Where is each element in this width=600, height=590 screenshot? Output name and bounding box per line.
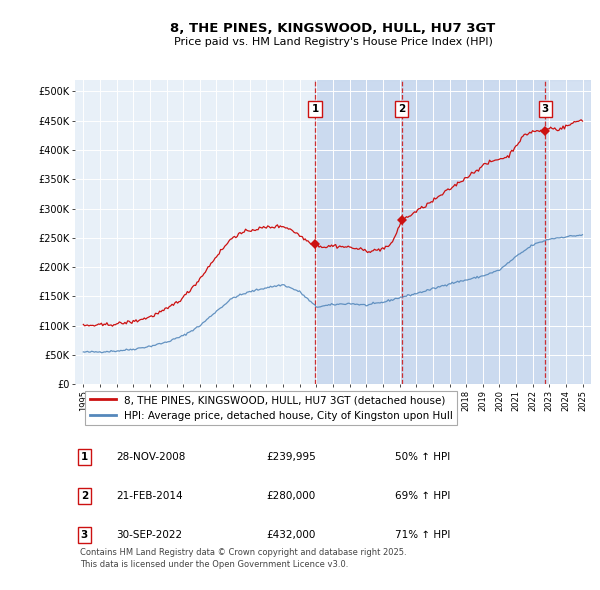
- Text: Price paid vs. HM Land Registry's House Price Index (HPI): Price paid vs. HM Land Registry's House …: [173, 37, 493, 47]
- Text: £280,000: £280,000: [266, 491, 315, 501]
- Text: 3: 3: [80, 530, 88, 540]
- Text: Contains HM Land Registry data © Crown copyright and database right 2025.
This d: Contains HM Land Registry data © Crown c…: [80, 548, 407, 569]
- Text: 1: 1: [311, 104, 319, 114]
- Bar: [402, 80, 545, 384]
- Text: 21-FEB-2014: 21-FEB-2014: [116, 491, 183, 501]
- Bar: [315, 80, 402, 384]
- Text: 2: 2: [398, 104, 406, 114]
- Legend: 8, THE PINES, KINGSWOOD, HULL, HU7 3GT (detached house), HPI: Average price, det: 8, THE PINES, KINGSWOOD, HULL, HU7 3GT (…: [85, 391, 457, 425]
- Text: 8, THE PINES, KINGSWOOD, HULL, HU7 3GT: 8, THE PINES, KINGSWOOD, HULL, HU7 3GT: [170, 22, 496, 35]
- Text: 2: 2: [80, 491, 88, 501]
- Bar: [545, 80, 591, 384]
- Text: 71% ↑ HPI: 71% ↑ HPI: [395, 530, 450, 540]
- Text: 50% ↑ HPI: 50% ↑ HPI: [395, 452, 450, 462]
- Text: 30-SEP-2022: 30-SEP-2022: [116, 530, 182, 540]
- Text: 69% ↑ HPI: 69% ↑ HPI: [395, 491, 450, 501]
- Text: 3: 3: [542, 104, 549, 114]
- Text: £432,000: £432,000: [266, 530, 315, 540]
- Text: £239,995: £239,995: [266, 452, 316, 462]
- Text: 1: 1: [80, 452, 88, 462]
- Text: 28-NOV-2008: 28-NOV-2008: [116, 452, 185, 462]
